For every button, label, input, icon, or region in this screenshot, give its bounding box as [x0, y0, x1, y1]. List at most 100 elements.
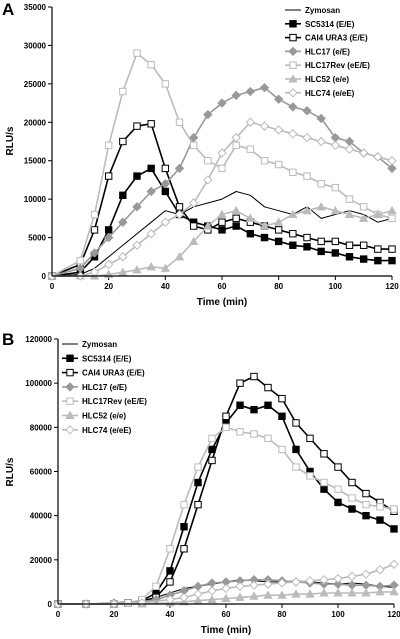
panel-b-y-tick-label: 120000 — [25, 335, 52, 344]
panel-a-data-point-sc5314-e-e — [274, 237, 283, 246]
panel-a-legend-label-zymosan: Zymosan — [305, 6, 340, 15]
panel-a-data-point-sc5314-e-e — [331, 249, 340, 257]
panel-b-data-point-hlc52-e-e — [333, 588, 343, 597]
panel-a-data-point-hlc17rev-ee-e — [189, 141, 198, 150]
panel-a-data-point-hlc17-e-e — [203, 109, 213, 120]
panel-a-data-point-hlc52-e-e — [359, 213, 369, 222]
panel-a-data-point-hlc17-e-e — [132, 202, 142, 212]
panel-b-data-point-cai4-ura3-e-e — [320, 450, 328, 458]
panel-b-data-point-hlc17rev-ee-e — [264, 434, 272, 443]
panel-b-data-point-hlc74-e-ee — [277, 578, 287, 588]
panel-b-data-point-hlc17rev-ee-e — [208, 434, 216, 443]
panel-a-data-point-hlc17rev-ee-e — [104, 141, 113, 150]
panel-a-data-point-hlc17rev-ee-e — [204, 157, 212, 165]
panel-a-data-point-hlc17rev-ee-e — [289, 168, 297, 176]
panel-a-data-point-hlc17rev-ee-e — [246, 145, 255, 153]
panel-a-legend-label-hlc17rev-ee-e: HLC17Rev (eE/E) — [305, 61, 370, 70]
panel-a-data-point-cai4-ura3-e-e — [90, 226, 99, 234]
panel-a-data-point-hlc74-e-ee — [132, 240, 142, 250]
panel-a-data-point-hlc17-e-e — [217, 98, 227, 108]
panel-a-data-point-cai4-ura3-e-e — [374, 245, 382, 253]
panel-b-data-point-hlc74-e-ee — [249, 580, 259, 590]
panel-a-data-point-hlc17rev-ee-e — [303, 172, 311, 180]
panel-b-data-point-hlc17-e-e — [207, 578, 217, 588]
panel-a-data-point-hlc74-e-ee — [358, 148, 369, 158]
panel-b-data-point-cai4-ura3-e-e — [348, 478, 356, 487]
panel-a-data-point-hlc17-e-e — [245, 86, 256, 97]
panel-a-data-point-hlc17-e-e — [316, 113, 326, 124]
panel-b-data-point-sc5314-e-e — [236, 401, 244, 409]
panel-b-data-point-hlc74-e-ee — [319, 575, 329, 585]
panel-a-data-point-hlc52-e-e — [302, 205, 312, 215]
panel-b-data-point-hlc17rev-ee-e — [348, 494, 356, 502]
panel-b-data-point-hlc74-e-ee — [179, 592, 189, 603]
panel-b-data-point-hlc74-e-ee — [291, 577, 301, 587]
panel-a-series — [47, 49, 397, 281]
panel-a-legend-marker-hlc74-e-ee — [288, 88, 298, 98]
panel-a-legend-label-cai4-ura3-e-e: CAI4 URA3 (E/E) — [305, 34, 368, 43]
panel-b-data-point-sc5314-e-e — [180, 523, 188, 531]
panel-b-data-point-hlc17rev-ee-e — [236, 428, 244, 436]
panel-b-data-point-hlc52-e-e — [347, 588, 357, 597]
panel-a-data-point-hlc17-e-e — [174, 163, 185, 174]
panel-a-data-point-hlc52-e-e — [132, 265, 142, 274]
panel-b-data-point-hlc74-e-ee — [137, 598, 147, 608]
panel-a-data-point-hlc17-e-e — [273, 94, 284, 104]
panel-a-x-tick-label: 20 — [104, 282, 113, 291]
panel-a-data-point-hlc17rev-ee-e — [90, 210, 99, 219]
panel-b-x-tick-label: 120 — [387, 610, 400, 619]
panel-a-data-point-sc5314-e-e — [317, 247, 325, 256]
panel-b-data-point-cai4-ura3-e-e — [180, 545, 188, 553]
panel-a-data-point-cai4-ura3-e-e — [345, 241, 354, 249]
panel-a-data-point-sc5314-e-e — [345, 253, 354, 261]
panel-b-data-point-hlc17-e-e — [333, 579, 343, 589]
panel-a-data-point-hlc52-e-e — [245, 213, 255, 222]
panel-b-legend: Zymosan SC5314 (E/E) CAI4 URA3 (E/E) HLC17 … — [62, 340, 147, 435]
panel-b-data-point-hlc17-e-e — [347, 580, 357, 590]
panel-a-data-point-hlc52-e-e — [316, 201, 326, 211]
panel-a-data-point-hlc74-e-ee — [103, 259, 114, 270]
panel-a-y-tick-label: 15000 — [24, 157, 47, 166]
panel-b-data-point-hlc52-e-e — [375, 587, 385, 596]
panel-a-y-tick-label: 35000 — [24, 3, 47, 12]
panel-b-data-point-sc5314-e-e — [362, 511, 370, 520]
panel-a-data-point-hlc74-e-ee — [174, 209, 185, 220]
panel-b-data-point-sc5314-e-e — [278, 412, 286, 420]
panel-a-data-point-hlc74-e-ee — [118, 252, 128, 262]
panel-a-data-point-cai4-ura3-e-e — [104, 172, 113, 180]
panel-b-legend-marker-sc5314-e-e — [66, 354, 74, 363]
panel-a-data-point-hlc17rev-ee-e — [359, 203, 368, 211]
panel-a-legend-label-hlc17-e-e: HLC17 (e/E) — [305, 47, 350, 56]
panel-b-data-point-hlc17rev-ee-e — [180, 500, 188, 509]
panel-b-data-point-sc5314-e-e — [334, 498, 342, 507]
panel-b-data-point-hlc74-e-ee — [305, 576, 315, 586]
panel-a-data-point-hlc17-e-e — [288, 102, 298, 112]
panel-a-data-point-hlc74-e-ee — [316, 136, 326, 147]
panel-a-data-point-hlc17rev-ee-e — [388, 214, 396, 223]
panel-a-data-point-hlc17-e-e — [387, 163, 397, 174]
panel-a-y-tick-label: 25000 — [24, 80, 47, 89]
panel-a-data-point-hlc74-e-ee — [387, 156, 397, 166]
panel-a-data-point-hlc17rev-ee-e — [133, 49, 141, 57]
panel-a-y-tick-label: 20000 — [24, 118, 47, 127]
panel-a-legend-marker-hlc17-e-e — [288, 46, 298, 57]
panel-a-data-point-hlc17-e-e — [89, 248, 100, 258]
panel-a-data-point-sc5314-e-e — [104, 226, 113, 234]
panel-a-data-point-cai4-ura3-e-e — [147, 120, 155, 128]
panel-a-data-point-hlc74-e-ee — [217, 148, 227, 158]
panel-a-data-point-hlc17rev-ee-e — [260, 157, 269, 165]
panel-a-x-axis-title: Time (min) — [197, 297, 247, 308]
panel-a-data-point-hlc52-e-e — [259, 221, 270, 230]
panel-a-x-tick-label: 100 — [329, 282, 343, 291]
panel-a-data-point-hlc17rev-ee-e — [175, 118, 184, 126]
panel-b-x-tick-label: 80 — [278, 610, 287, 619]
panel-a-data-point-hlc17rev-ee-e — [147, 60, 155, 69]
panel-b-data-point-cai4-ura3-e-e — [236, 379, 244, 387]
panel-b-data-point-hlc17-e-e — [361, 580, 371, 590]
panel-b-legend-label-sc5314-e-e: SC5314 (E/E) — [82, 354, 132, 363]
panel-a-data-point-hlc74-e-ee — [288, 129, 298, 139]
panel-a-data-point-hlc17rev-ee-e — [218, 164, 226, 173]
panel-a-data-point-hlc74-e-ee — [344, 144, 355, 154]
panel-a-data-point-hlc52-e-e — [217, 209, 227, 219]
